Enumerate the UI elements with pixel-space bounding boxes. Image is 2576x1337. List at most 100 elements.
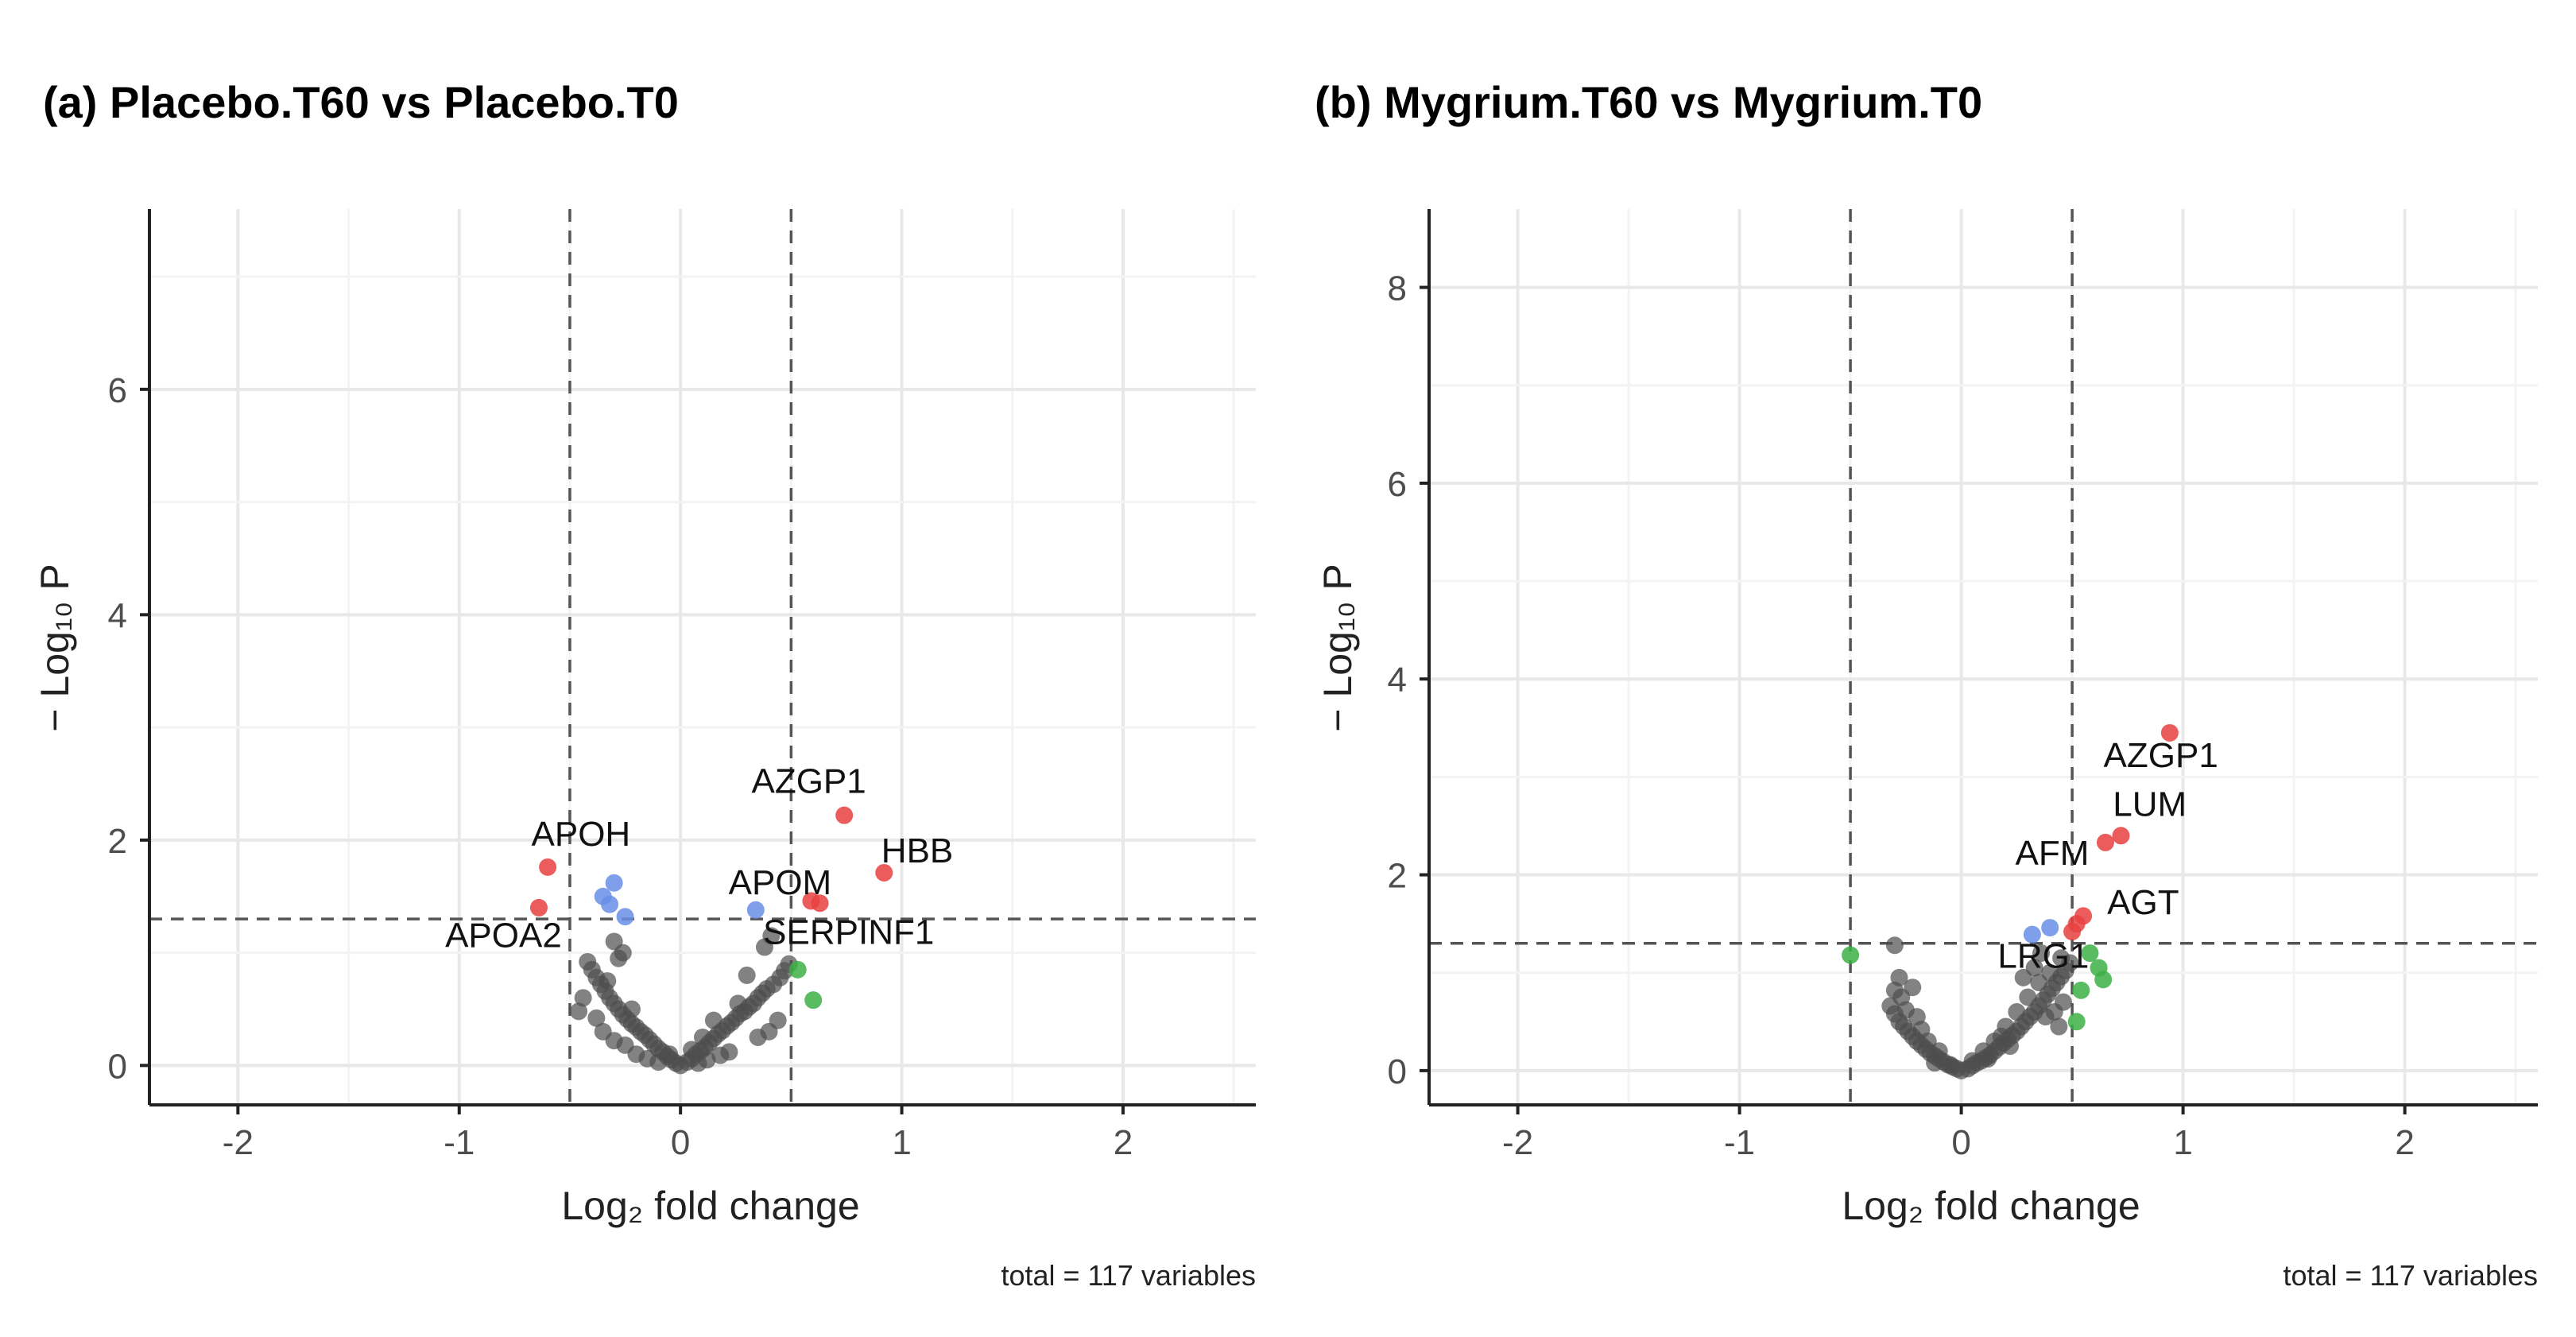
point-p-and-log2fc: [2112, 827, 2130, 845]
point-ns: [570, 1002, 588, 1021]
point-ns: [1904, 979, 1922, 997]
point-p-and-log2fc: [835, 806, 854, 824]
point-p: [746, 901, 765, 919]
point-ns: [683, 1041, 701, 1059]
point-ns: [579, 952, 597, 971]
point-ns: [660, 1045, 679, 1064]
point-ns: [587, 1009, 606, 1027]
point-ns: [605, 1032, 623, 1050]
point-ns: [1979, 1050, 1997, 1068]
gene-label: AGT: [2107, 883, 2179, 922]
panel-b-points: [1842, 723, 2179, 1079]
point-p: [2023, 925, 2041, 944]
point-ns: [689, 1054, 707, 1072]
x-tick-label: 0: [1951, 1123, 1970, 1162]
panel-a-yticks: 0 2 4 6: [108, 371, 149, 1086]
point-log2fc: [1842, 946, 1860, 964]
point-p-and-log2fc: [539, 858, 557, 876]
point-ns: [694, 1028, 711, 1046]
point-ns: [1926, 1054, 1944, 1072]
panel-a: (a) Placebo.T60 vs Placebo.T0 -2 -1 0 1 2 0 2…: [33, 77, 1256, 1292]
point-ns: [574, 989, 592, 1007]
point-ns: [704, 1011, 722, 1029]
panel-b-thresholds: [1429, 209, 2538, 1105]
point-ns: [2054, 993, 2072, 1011]
panel-a-ylabel: − Log₁₀ P: [33, 564, 77, 731]
point-ns: [1941, 1056, 1959, 1074]
panel-b-caption: total = 117 variables: [2283, 1259, 2538, 1292]
gene-label: APOA2: [445, 917, 562, 955]
y-tick-label: 8: [1388, 269, 1407, 308]
panel-a-thresholds: [149, 209, 1256, 1105]
y-tick-label: 4: [108, 596, 127, 635]
point-log2fc: [788, 960, 807, 979]
panel-b-grid: [1429, 209, 2538, 1105]
point-p-and-log2fc: [529, 898, 548, 917]
point-ns: [729, 994, 747, 1013]
point-p-and-log2fc: [2096, 833, 2114, 851]
panel-b-title: (b) Mygrium.T60 vs Mygrium.T0: [1315, 77, 1982, 127]
point-ns: [749, 1028, 767, 1046]
point-p: [616, 908, 634, 926]
point-p-and-log2fc: [2067, 915, 2086, 933]
panel-a-xticks: -2 -1 0 1 2: [223, 1105, 1133, 1162]
y-tick-label: 0: [108, 1047, 127, 1086]
panel-b-gene-labels: AZGP1 LUM AFM AGT LRG1: [1997, 736, 2218, 975]
x-tick-label: 2: [1114, 1123, 1133, 1162]
x-tick-label: -2: [223, 1123, 254, 1162]
point-p-and-log2fc: [875, 863, 893, 882]
point-ns: [2041, 963, 2059, 982]
point-p-and-log2fc: [811, 894, 829, 913]
point-p: [2041, 919, 2059, 937]
y-tick-label: 6: [1388, 465, 1407, 504]
point-ns: [2019, 988, 2037, 1006]
point-ns: [2008, 1002, 2026, 1021]
panel-a-grid: [149, 209, 1256, 1105]
point-log2fc: [2072, 981, 2090, 999]
point-ns: [1885, 936, 1904, 955]
y-tick-label: 4: [1388, 661, 1407, 700]
point-ns: [627, 1045, 645, 1064]
point-p-and-log2fc: [2160, 723, 2179, 742]
panel-a-caption: total = 117 variables: [1001, 1259, 1256, 1292]
x-tick-label: 1: [892, 1123, 911, 1162]
x-tick-label: -2: [1502, 1123, 1533, 1162]
gene-label: APOH: [532, 815, 631, 854]
gene-label: APOM: [729, 863, 832, 902]
x-tick-label: 0: [671, 1123, 690, 1162]
point-log2fc: [2067, 1013, 2086, 1031]
y-tick-label: 2: [1388, 857, 1407, 896]
point-ns: [1963, 1052, 1981, 1070]
gene-label: AZGP1: [751, 762, 866, 800]
point-log2fc: [2081, 944, 2099, 963]
x-tick-label: -1: [444, 1123, 475, 1162]
x-tick-label: -1: [1724, 1123, 1755, 1162]
panel-b: (b) Mygrium.T60 vs Mygrium.T0 -2 -1 0 1 2 0 2…: [1315, 77, 2538, 1292]
point-ns: [1890, 968, 1908, 986]
x-tick-label: 2: [2395, 1123, 2414, 1162]
panel-b-yticks: 0 2 4 6 8: [1388, 269, 1429, 1091]
y-tick-label: 2: [108, 822, 127, 861]
panel-b-axes: [1427, 209, 2538, 1106]
point-ns: [2032, 944, 2051, 963]
point-ns: [614, 944, 632, 962]
panel-a-xlabel: Log₂ fold change: [561, 1184, 859, 1228]
panel-a-gene-labels: APOH APOA2 AZGP1 HBB APOM SERPINF1: [445, 762, 953, 955]
panel-b-ylabel: − Log₁₀ P: [1315, 564, 1360, 731]
x-tick-label: 1: [2173, 1123, 2192, 1162]
gene-label: HBB: [881, 831, 953, 870]
y-tick-label: 6: [108, 371, 127, 410]
gene-label: AFM: [2016, 834, 2090, 873]
panel-a-title: (a) Placebo.T60 vs Placebo.T0: [43, 77, 679, 127]
point-ns: [769, 1011, 787, 1029]
point-ns: [762, 927, 781, 945]
point-p: [601, 895, 619, 913]
gene-label: SERPINF1: [763, 913, 934, 951]
gene-label: AZGP1: [2104, 736, 2218, 775]
panel-b-xticks: -2 -1 0 1 2: [1502, 1105, 2415, 1162]
point-ns: [1992, 1027, 2010, 1045]
point-ns: [711, 1046, 730, 1064]
point-ns: [2052, 949, 2070, 967]
point-log2fc: [804, 991, 823, 1010]
